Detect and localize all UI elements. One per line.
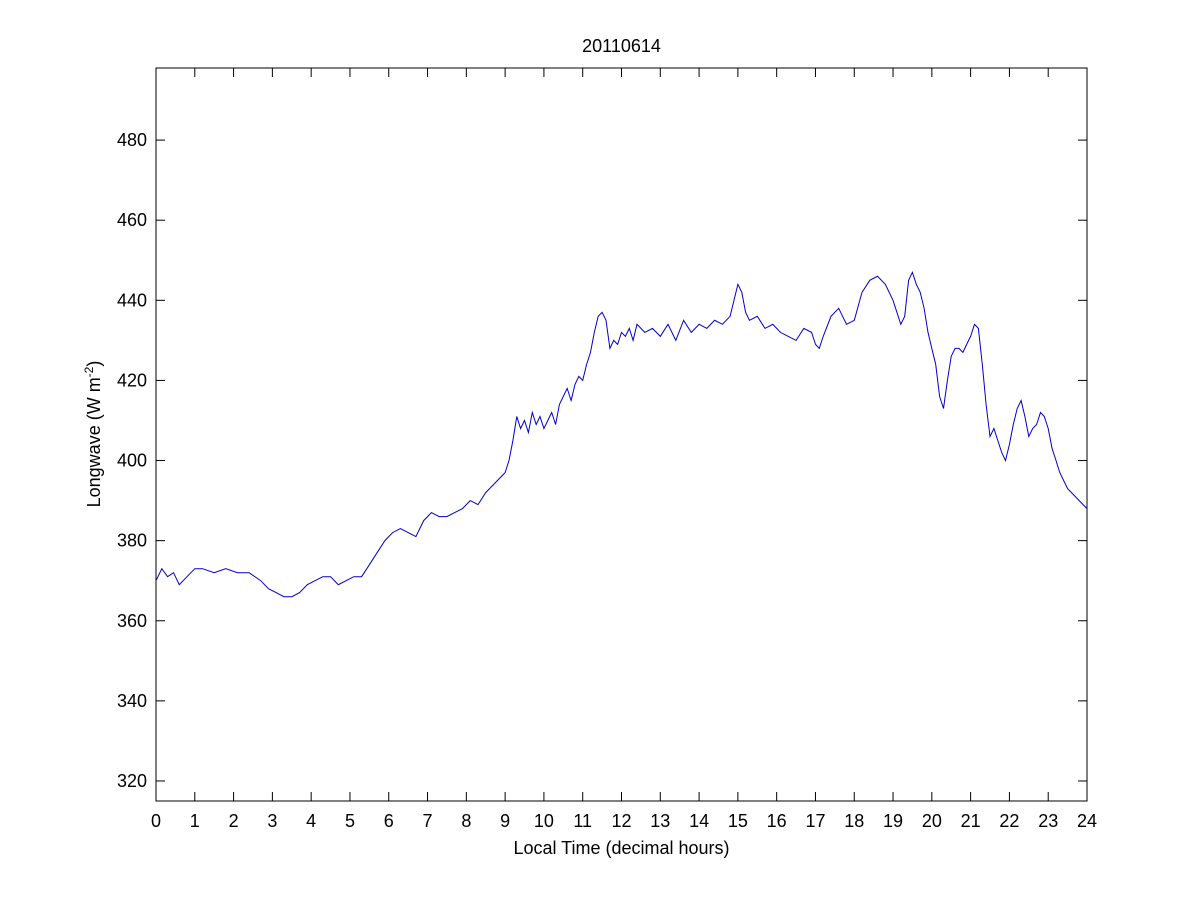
x-tick-label: 23 xyxy=(1038,811,1058,831)
x-tick-label: 6 xyxy=(384,811,394,831)
chart-title: 20110614 xyxy=(582,36,661,56)
x-tick-label: 11 xyxy=(573,811,592,831)
x-tick-label: 3 xyxy=(267,811,277,831)
x-tick-label: 18 xyxy=(844,811,864,831)
x-tick-label: 10 xyxy=(534,811,554,831)
y-tick-label: 460 xyxy=(117,210,147,230)
y-tick-label: 340 xyxy=(117,691,147,711)
x-tick-label: 0 xyxy=(151,811,161,831)
x-ticks xyxy=(155,68,1088,801)
x-tick-label: 17 xyxy=(805,811,825,831)
x-tick-label: 8 xyxy=(461,811,471,831)
x-tick-label: 13 xyxy=(650,811,670,831)
x-tick-label: 2 xyxy=(229,811,239,831)
y-tick-labels: 320 340 360 380 400 420 440 460 480 xyxy=(117,130,147,791)
x-tick-label: 16 xyxy=(767,811,787,831)
x-tick-label: 9 xyxy=(500,811,510,831)
x-tick-label: 24 xyxy=(1077,811,1097,831)
x-tick-label: 12 xyxy=(611,811,631,831)
y-tick-label: 400 xyxy=(117,451,147,471)
x-tick-label: 20 xyxy=(922,811,942,831)
series-line xyxy=(155,270,1088,598)
x-tick-label: 15 xyxy=(728,811,748,831)
x-tick-labels: 0 1 2 3 4 5 6 7 8 9 10 11 12 13 14 15 16 17 18 19 20 21 22 23 24 xyxy=(151,811,1097,831)
plot-area xyxy=(155,67,1088,802)
x-tick-label: 21 xyxy=(961,811,981,831)
x-axis-label: Local Time (decimal hours) xyxy=(513,838,729,858)
y-tick-label: 480 xyxy=(117,130,147,150)
y-tick-label: 360 xyxy=(117,611,147,631)
y-tick-label: 320 xyxy=(117,771,147,791)
x-tick-label: 7 xyxy=(423,811,433,831)
y-axis-label-main: Longwave (W m xyxy=(84,377,104,507)
y-tick-label: 420 xyxy=(117,370,147,390)
x-tick-label: 5 xyxy=(345,811,355,831)
x-tick-label: 22 xyxy=(999,811,1019,831)
y-ticks xyxy=(156,139,1087,782)
x-tick-label: 19 xyxy=(883,811,903,831)
y-tick-label: 380 xyxy=(117,531,147,551)
y-axis-label-close: ) xyxy=(84,361,104,367)
x-tick-label: 4 xyxy=(306,811,316,831)
y-axis-label-superscript: -2 xyxy=(82,366,96,377)
y-axis-label: Longwave (W m-2) xyxy=(82,361,104,508)
x-tick-label: 14 xyxy=(689,811,709,831)
y-tick-label: 440 xyxy=(117,290,147,310)
x-tick-label: 1 xyxy=(190,811,200,831)
